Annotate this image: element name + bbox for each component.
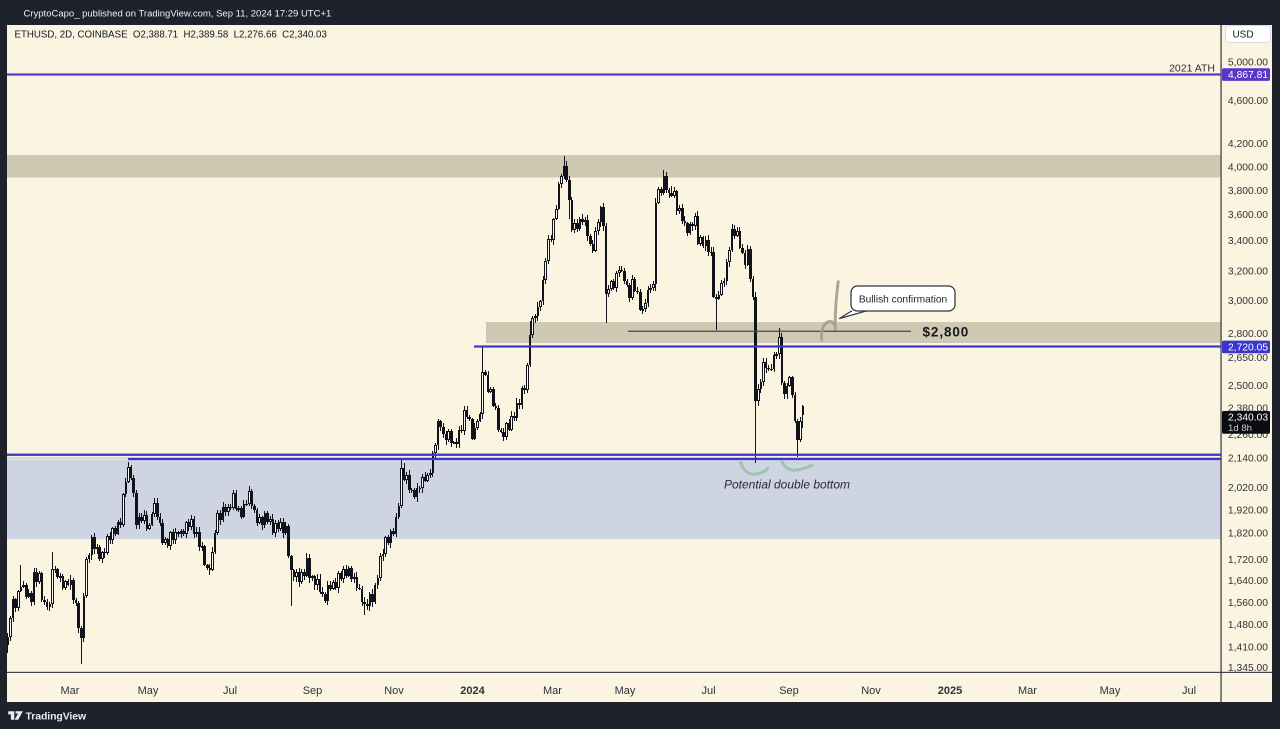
svg-text:2,720.05: 2,720.05	[1228, 343, 1268, 354]
svg-text:ETHUSD, 2D, COINBASE O2,388.7: ETHUSD, 2D, COINBASE O2,388.71 H2,389.58…	[15, 30, 327, 41]
svg-text:1,560.00: 1,560.00	[1228, 598, 1268, 609]
svg-text:May: May	[138, 685, 159, 697]
svg-text:Mar: Mar	[1018, 685, 1037, 697]
svg-text:3,200.00: 3,200.00	[1228, 267, 1268, 278]
svg-text:3,600.00: 3,600.00	[1228, 210, 1268, 221]
svg-text:Jul: Jul	[223, 685, 237, 697]
svg-text:1,820.00: 1,820.00	[1228, 529, 1268, 540]
svg-text:5,000.00: 5,000.00	[1228, 57, 1268, 68]
svg-text:4,200.00: 4,200.00	[1228, 139, 1268, 150]
svg-text:May: May	[1100, 685, 1121, 697]
svg-text:Jul: Jul	[701, 685, 715, 697]
svg-text:2024: 2024	[460, 685, 485, 697]
svg-text:Nov: Nov	[861, 685, 881, 697]
svg-text:Sep: Sep	[779, 685, 799, 697]
svg-text:Jul: Jul	[1182, 685, 1196, 697]
svg-text:2,140.00: 2,140.00	[1228, 453, 1268, 464]
svg-text:2,260.00: 2,260.00	[1228, 430, 1268, 441]
svg-text:Mar: Mar	[543, 685, 562, 697]
svg-text:2,500.00: 2,500.00	[1228, 381, 1268, 392]
svg-text:2,020.00: 2,020.00	[1228, 483, 1268, 494]
svg-text:1d 8h: 1d 8h	[1228, 423, 1252, 434]
svg-text:2021 ATH: 2021 ATH	[1169, 63, 1215, 75]
svg-text:1,480.00: 1,480.00	[1228, 620, 1268, 631]
svg-text:3,800.00: 3,800.00	[1228, 186, 1268, 197]
svg-text:$2,800: $2,800	[923, 325, 970, 340]
svg-text:1,640.00: 1,640.00	[1228, 576, 1268, 587]
svg-text:1,920.00: 1,920.00	[1228, 506, 1268, 517]
svg-text:1,410.00: 1,410.00	[1228, 642, 1268, 653]
svg-text:Sep: Sep	[303, 685, 323, 697]
svg-text:Nov: Nov	[384, 685, 404, 697]
svg-text:3,400.00: 3,400.00	[1228, 236, 1268, 247]
svg-text:CryptoCapo_ published on Tradi: CryptoCapo_ published on TradingView.com…	[24, 9, 332, 20]
svg-text:2025: 2025	[938, 685, 962, 697]
svg-text:TradingView: TradingView	[26, 711, 87, 723]
svg-text:2,380.00: 2,380.00	[1228, 404, 1268, 415]
svg-text:USD: USD	[1232, 29, 1253, 40]
svg-text:Bullish confirmation: Bullish confirmation	[859, 294, 947, 305]
svg-text:1,345.00: 1,345.00	[1228, 663, 1268, 674]
svg-text:2,800.00: 2,800.00	[1228, 329, 1268, 340]
svg-text:1,720.00: 1,720.00	[1228, 555, 1268, 566]
svg-text:2,650.00: 2,650.00	[1228, 353, 1268, 364]
svg-text:2,340.03: 2,340.03	[1228, 413, 1268, 424]
svg-text:Mar: Mar	[61, 685, 80, 697]
svg-text:4,600.00: 4,600.00	[1228, 96, 1268, 107]
svg-text:Potential double bottom: Potential double bottom	[724, 478, 850, 492]
svg-text:4,000.00: 4,000.00	[1228, 162, 1268, 173]
svg-text:4,867.81: 4,867.81	[1228, 70, 1268, 81]
svg-text:May: May	[615, 685, 636, 697]
svg-text:3,000.00: 3,000.00	[1228, 296, 1268, 307]
